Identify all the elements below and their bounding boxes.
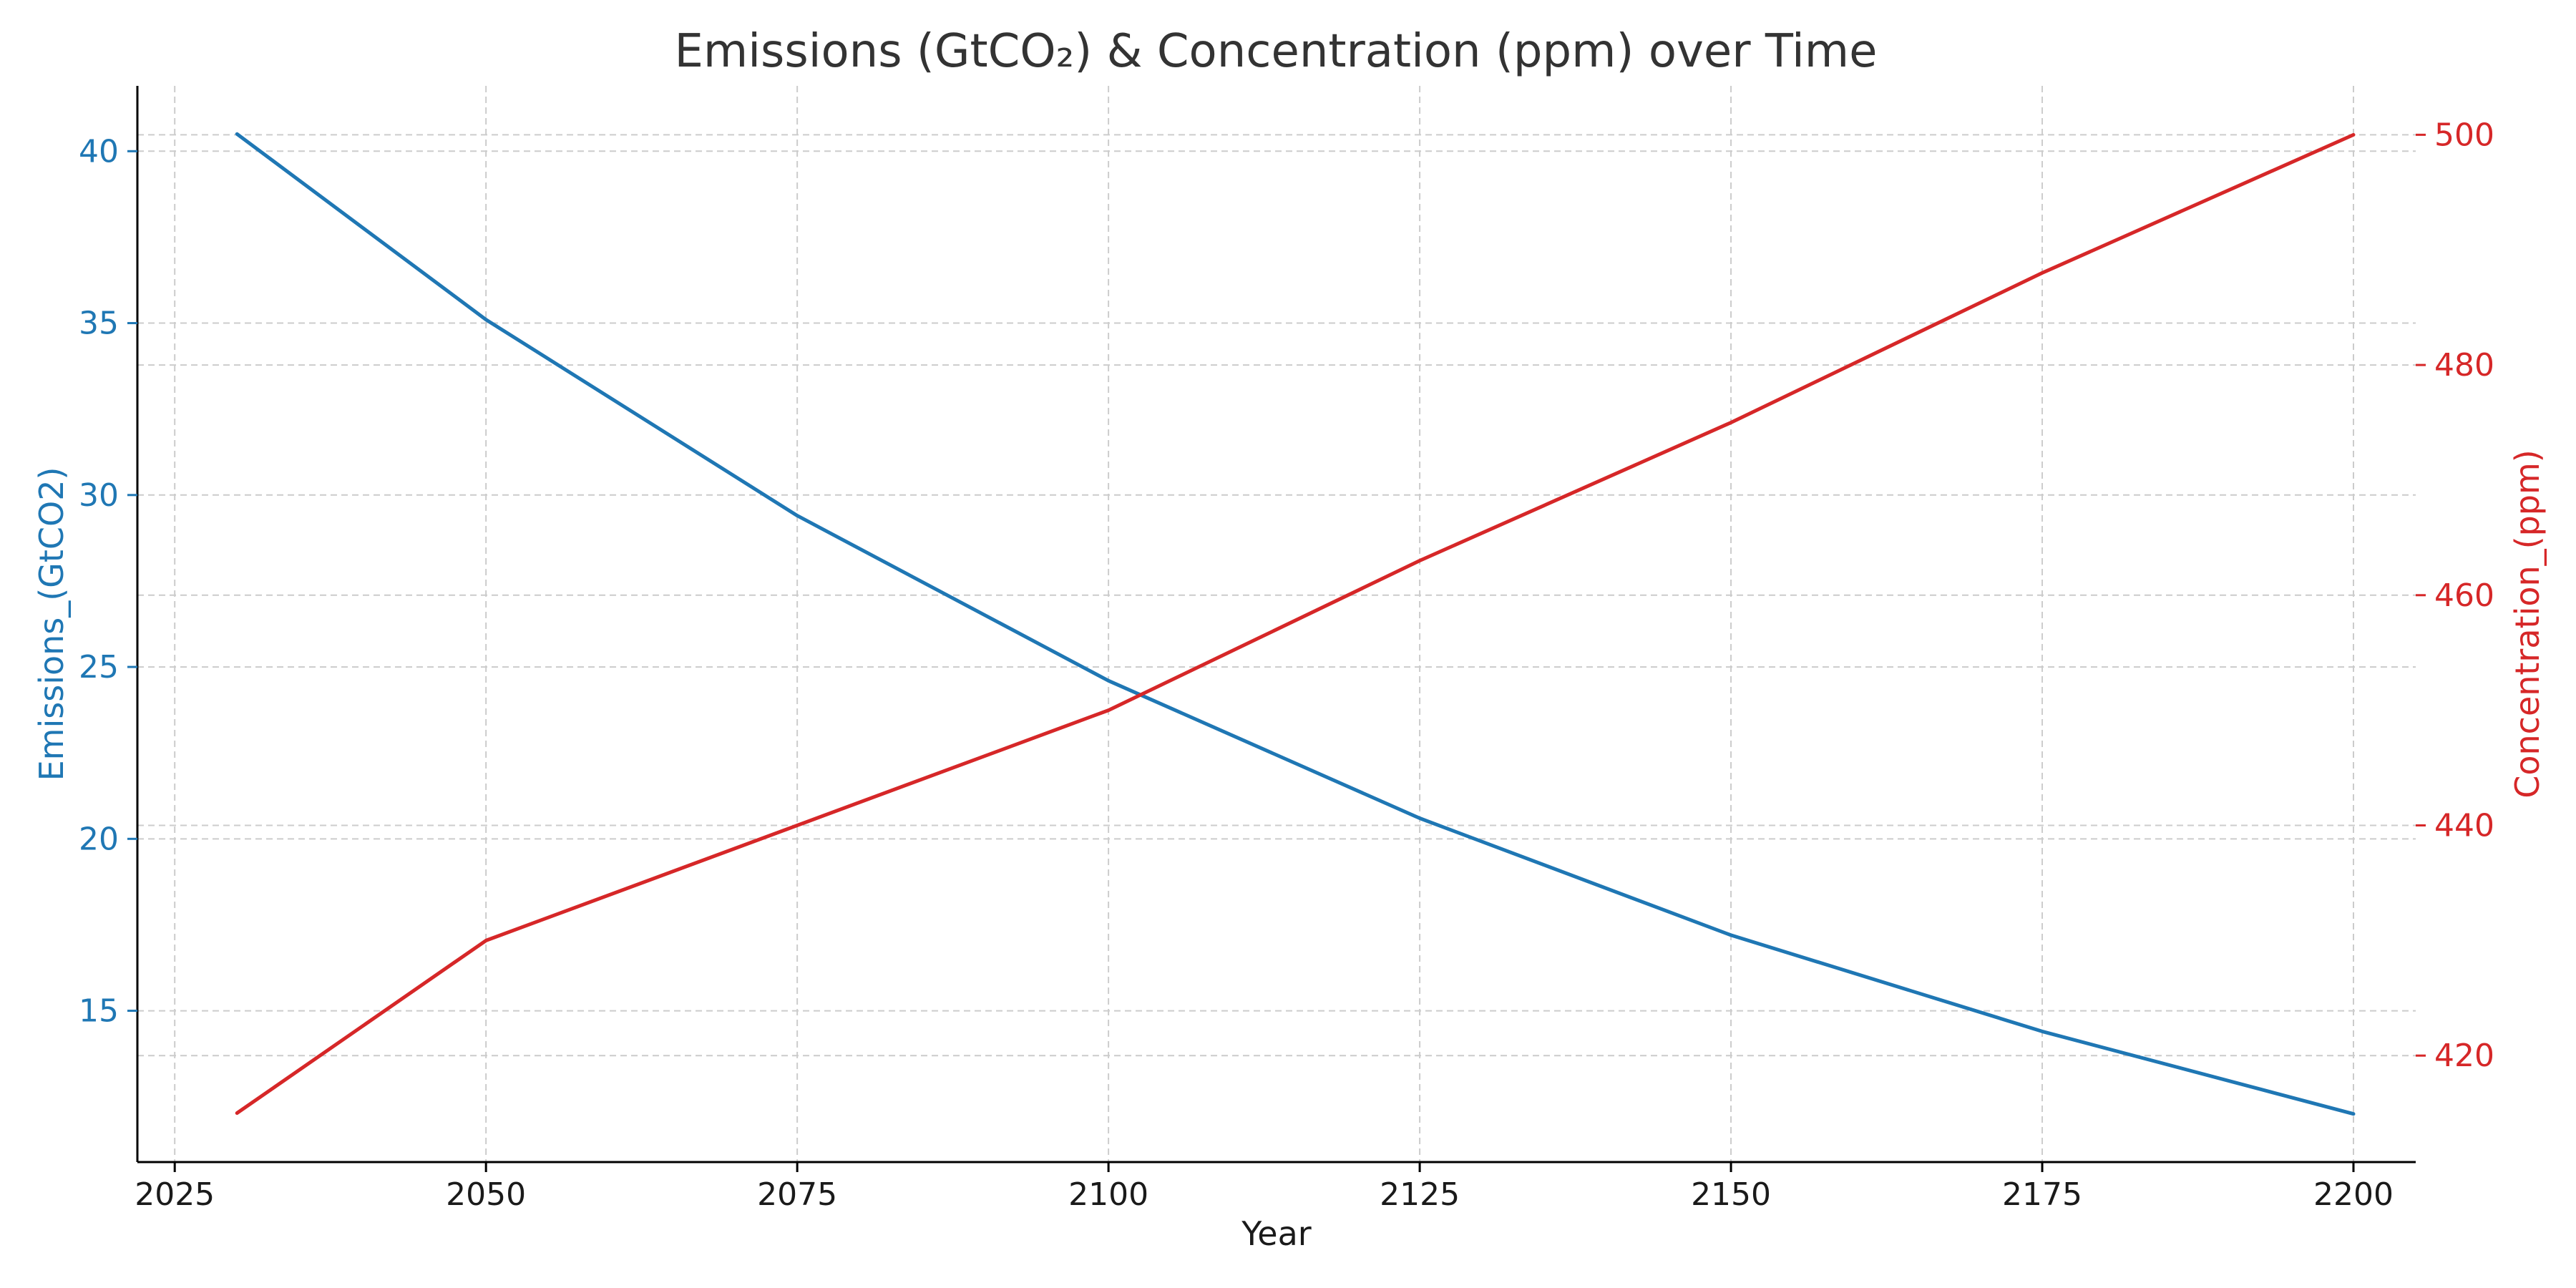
x-tick-label: 2100 bbox=[1068, 1176, 1148, 1213]
chart-title: Emissions (GtCO₂) & Concentration (ppm) … bbox=[674, 25, 1877, 78]
x-axis-label: Year bbox=[1241, 1214, 1311, 1253]
left-y-tick-label: 15 bbox=[79, 993, 119, 1030]
right-y-axis-ticks: 420 440 460 480 500 bbox=[2416, 117, 2494, 1074]
left-y-tick-label: 30 bbox=[79, 477, 119, 514]
series-lines bbox=[235, 132, 2356, 1116]
x-tick-label: 2200 bbox=[2313, 1176, 2394, 1213]
concentration-line bbox=[235, 132, 2356, 1116]
right-y-tick-label: 420 bbox=[2434, 1038, 2494, 1074]
x-tick-label: 2050 bbox=[446, 1176, 526, 1213]
left-y-tick-label: 25 bbox=[79, 649, 119, 686]
left-y-tick-label: 40 bbox=[79, 133, 119, 170]
left-y-tick-label: 20 bbox=[79, 821, 119, 857]
left-y-tick-label: 35 bbox=[79, 306, 119, 342]
right-y-tick-label: 460 bbox=[2434, 577, 2494, 614]
right-y-tick-label: 480 bbox=[2434, 347, 2494, 384]
emissions-line bbox=[235, 132, 2356, 1116]
x-tick-label: 2175 bbox=[2002, 1176, 2082, 1213]
x-tick-label: 2025 bbox=[135, 1176, 215, 1213]
right-y-axis-label: Concentration_(ppm) bbox=[2508, 449, 2547, 799]
x-tick-label: 2125 bbox=[1380, 1176, 1460, 1213]
right-y-tick-label: 500 bbox=[2434, 117, 2494, 153]
gridlines bbox=[137, 86, 2416, 1162]
x-axis-ticks: 2025 2050 2075 2100 2125 2150 2175 2200 bbox=[135, 1162, 2394, 1213]
x-tick-label: 2150 bbox=[1691, 1176, 1771, 1213]
left-y-axis-ticks: 15 20 25 30 35 40 bbox=[79, 133, 137, 1030]
left-y-axis-label: Emissions_(GtCO2) bbox=[32, 467, 71, 781]
x-tick-label: 2075 bbox=[757, 1176, 837, 1213]
right-y-tick-label: 440 bbox=[2434, 807, 2494, 844]
